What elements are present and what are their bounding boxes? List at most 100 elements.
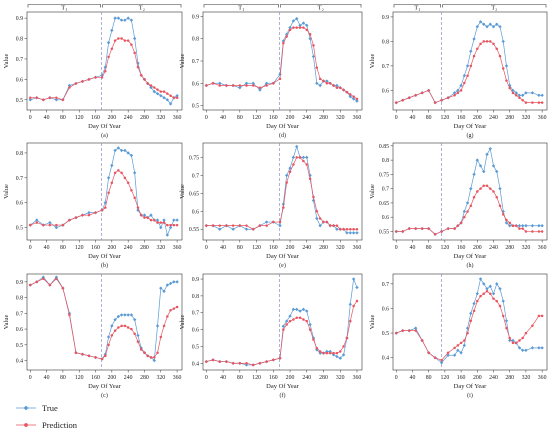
true-point [119,313,124,317]
true-point [172,218,176,222]
true-point [485,25,489,29]
prediction-point [245,224,248,227]
prediction-point [218,84,221,87]
prediction-point [169,94,172,97]
prediction-point [156,221,159,224]
true-point [495,22,499,26]
y-axis-label: Value [179,184,186,199]
prediction-point [352,304,355,308]
prediction-point [476,190,479,193]
true-point [335,83,339,88]
x-tick-label: 0 [395,375,398,381]
prediction-point [332,224,335,227]
true-point [264,81,269,85]
true-point [456,88,460,93]
prediction-point [120,324,123,328]
x-tick-label: 240 [489,115,498,121]
true-point [251,81,255,85]
prediction-point [104,206,107,209]
prediction-point [205,360,208,363]
prediction-series-line [206,157,357,230]
x-tick-label: 360 [173,115,182,121]
x-tick-label: 80 [426,375,432,381]
true-point [459,83,463,88]
prediction-point [74,82,78,85]
true-point [524,91,528,95]
x-tick-label: 200 [473,375,482,381]
true-point [155,91,160,96]
prediction-point [401,230,404,233]
prediction-point [524,331,528,335]
legend-prediction-label: Prediction [42,420,78,430]
chart-panel-g: 0 40 80 120 160 200 240 280 320 360 0.6 0.7 0.8 0.9 Da… [369,4,548,139]
true-point [498,25,502,29]
prediction-point [282,206,285,209]
prediction-point [472,309,476,313]
x-tick-label: 200 [473,115,482,121]
prediction-series-line [396,185,543,235]
prediction-point [540,230,544,233]
y-tick-label: 0.6 [192,328,199,334]
x-axis-label: Day Of Year [88,253,122,260]
y-axis-label: Value [3,184,10,199]
prediction-point [149,218,153,222]
prediction-point [489,187,492,190]
x-tick-label: 240 [124,245,133,251]
true-series-line [396,278,543,364]
chart-panel-i: 0 40 80 120 160 200 240 280 320 360 0.4 0.5 0.6 0.7 Da… [369,273,548,399]
y-tick-label: 0.8 [192,294,199,300]
prediction-point [61,223,65,227]
prediction-point [61,98,65,102]
true-point [116,16,121,20]
x-tick-label: 40 [44,115,50,121]
plot-frame [202,11,363,111]
prediction-point [251,84,255,87]
prediction-point [414,329,417,332]
true-point [540,346,544,350]
true-point [524,348,528,353]
true-point [491,291,496,296]
prediction-point [433,233,437,236]
prediction-point [315,346,319,350]
chart-panel-d: 0 40 80 120 160 200 240 280 320 360 0.5 0.6 0.7 0.8 0.… [179,4,363,139]
true-point [498,287,502,291]
x-tick-label: 120 [75,375,84,381]
true-point [155,218,160,222]
prediction-point [352,95,355,98]
prediction-point [272,220,275,224]
true-point [315,81,319,85]
true-point [520,93,525,97]
true-point [501,39,505,44]
true-point [530,91,535,95]
prediction-point [505,326,508,330]
true-point [119,18,124,22]
y-axis-label: Value [179,314,186,329]
prediction-point [325,220,329,224]
prediction-point [456,224,460,227]
true-point [87,210,91,215]
prediction-point [328,351,332,355]
x-tick-label: 0 [29,375,32,381]
prediction-point [355,97,359,101]
prediction-point [136,206,140,209]
prediction-point [288,170,292,173]
prediction-point [238,84,242,87]
chart-panel-b: 0 40 80 120 160 200 240 280 320 360 0.5 0.6 0.7 0.8 Da… [3,142,183,269]
prediction-point [272,82,275,85]
prediction-point [278,77,282,81]
prediction-point [531,324,534,327]
y-tick-label: 0.4 [382,356,389,362]
true-point [301,307,306,312]
true-point [472,37,476,41]
prediction-point [407,329,411,332]
true-point [129,313,134,317]
prediction-point [521,98,524,102]
prediction-point [295,26,298,29]
true-point [264,220,269,224]
phase2-bracket [102,4,182,8]
prediction-point [479,42,482,46]
prediction-point [218,224,221,227]
prediction-point [288,319,292,323]
x-tick-label: 200 [286,375,295,381]
prediction-point [245,84,248,87]
